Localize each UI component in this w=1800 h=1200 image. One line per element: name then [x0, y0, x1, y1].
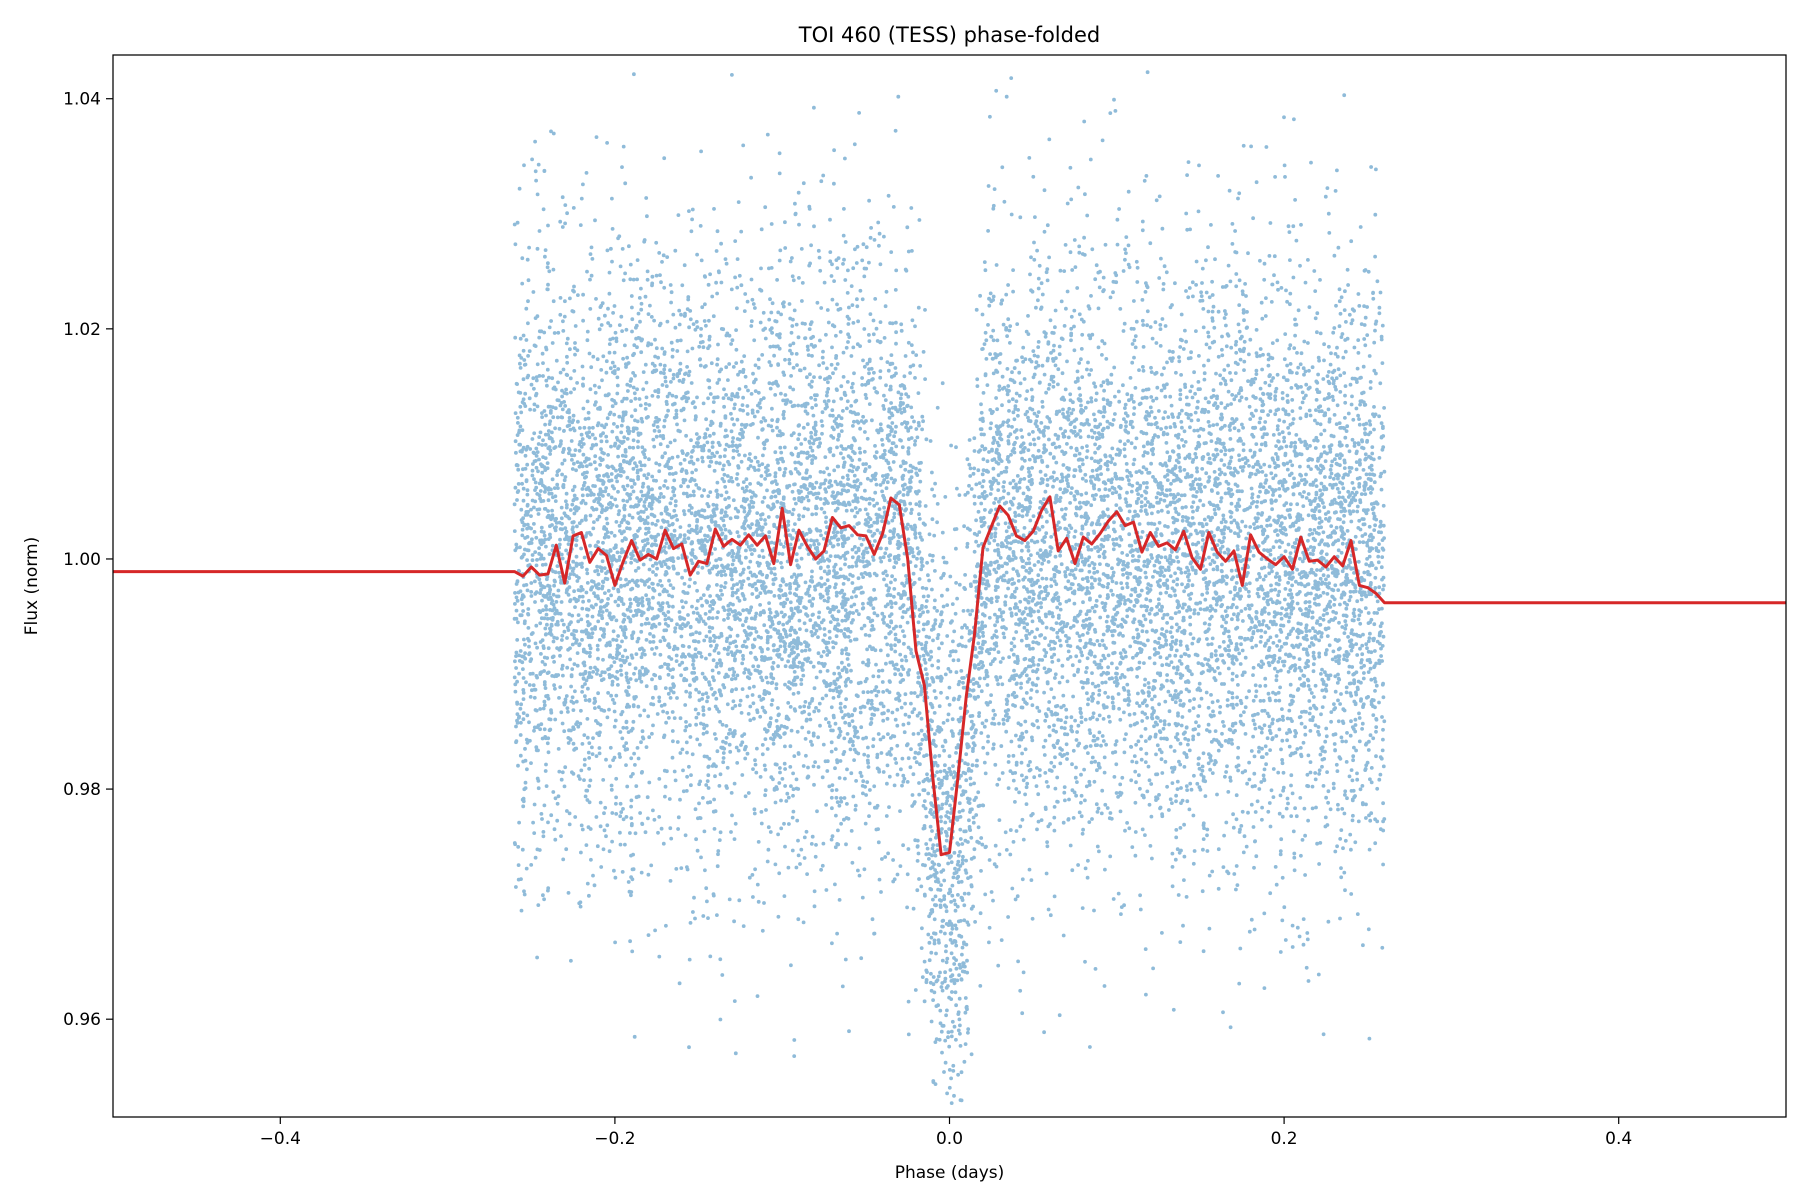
y-tick-label: 1.02 [63, 320, 101, 340]
x-axis-label: Phase (days) [895, 1163, 1005, 1183]
model-line-layer [113, 495, 1786, 857]
x-tick-label: −0.2 [594, 1129, 635, 1149]
x-tick-label: 0.2 [1271, 1129, 1298, 1149]
x-tick-label: −0.4 [260, 1129, 301, 1149]
x-tick-label: 0.0 [936, 1129, 963, 1149]
x-axis: −0.4 −0.2 0.0 0.2 0.4 [260, 1117, 1632, 1149]
y-axis: 0.96 0.98 1.00 1.02 1.04 [63, 90, 113, 1030]
y-tick-label: 0.96 [63, 1010, 101, 1030]
y-axis-label: Flux (norm) [22, 537, 42, 635]
model-line [113, 495, 1786, 857]
chart-title: TOI 460 (TESS) phase-folded [798, 23, 1100, 47]
y-tick-label: 1.04 [63, 90, 101, 110]
x-tick-label: 0.4 [1605, 1129, 1632, 1149]
y-tick-label: 0.98 [63, 780, 101, 800]
y-tick-label: 1.00 [63, 550, 101, 570]
